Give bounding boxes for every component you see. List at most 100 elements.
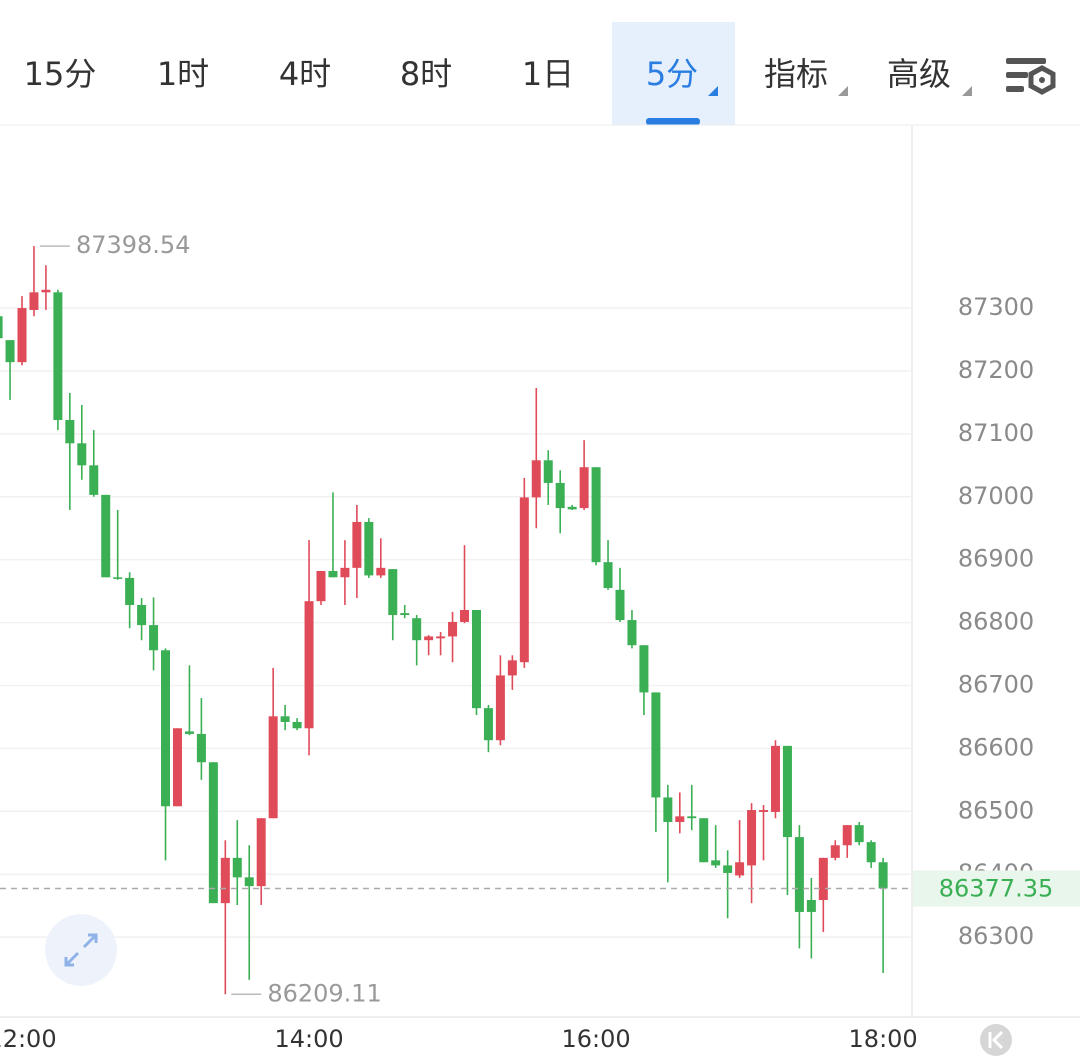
y-tick-label: 86900 xyxy=(958,545,1034,573)
candle-body xyxy=(352,521,362,568)
y-tick-label: 86600 xyxy=(958,733,1034,761)
candle-body xyxy=(794,837,804,912)
candle-body xyxy=(232,857,242,878)
candle-body xyxy=(878,862,888,889)
candle-body xyxy=(519,497,529,663)
settings-icon[interactable] xyxy=(1006,58,1056,95)
candle-body xyxy=(125,577,135,605)
candle-body xyxy=(747,810,757,866)
candle-body xyxy=(17,308,27,363)
candle-body xyxy=(663,797,673,822)
y-tick-label: 86700 xyxy=(958,670,1034,698)
candle-body xyxy=(172,728,182,807)
tab[interactable]: 高级 xyxy=(887,55,951,93)
candle-body xyxy=(675,816,685,822)
candle-body xyxy=(340,567,350,578)
candle-body xyxy=(555,482,565,509)
candle-body xyxy=(854,825,864,843)
active-tab-bg xyxy=(612,22,735,125)
y-tick-label: 87300 xyxy=(958,293,1034,321)
last-price-label: 86377.35 xyxy=(939,874,1054,902)
candle-body xyxy=(149,625,159,651)
candle-body xyxy=(101,494,111,578)
tab[interactable]: 4时 xyxy=(279,55,331,93)
tab[interactable]: 8时 xyxy=(400,55,452,93)
candle-body xyxy=(208,762,218,904)
candle-body xyxy=(113,577,123,579)
candle-body xyxy=(770,745,780,812)
candle-body xyxy=(460,610,470,622)
candle-body xyxy=(687,816,697,819)
tab[interactable]: 5分 xyxy=(646,55,698,93)
candle-body xyxy=(448,621,458,637)
candle-body xyxy=(268,716,278,819)
candle-body xyxy=(782,745,792,838)
y-tick-label: 87000 xyxy=(958,482,1034,510)
candle-body xyxy=(196,733,206,763)
candle-body xyxy=(424,636,434,641)
tab[interactable]: 1时 xyxy=(157,55,209,93)
candle-body xyxy=(495,675,505,741)
candle-body xyxy=(543,460,553,483)
candle-body xyxy=(531,460,541,498)
candle-body xyxy=(627,620,637,646)
candle-body xyxy=(0,316,3,339)
x-tick-label: 16:00 xyxy=(561,1025,630,1053)
candle-body xyxy=(759,810,769,812)
candle-body xyxy=(5,340,15,363)
candle-body xyxy=(376,567,386,576)
candle-body xyxy=(328,571,338,578)
dropdown-caret xyxy=(838,86,848,96)
candle-body xyxy=(161,650,171,807)
dropdown-caret xyxy=(962,86,972,96)
candle-body xyxy=(304,601,314,729)
extreme-label: 86209.11 xyxy=(267,979,382,1007)
fullscreen-button[interactable] xyxy=(45,914,117,986)
tab[interactable]: 指标 xyxy=(764,55,828,93)
candle-body xyxy=(400,613,410,616)
tab[interactable]: 1日 xyxy=(522,55,574,93)
candle-body xyxy=(579,467,589,509)
candle-body xyxy=(53,292,63,421)
candle-body xyxy=(639,645,649,693)
candle-body xyxy=(615,589,625,621)
candle-body xyxy=(711,860,721,866)
candle-body xyxy=(220,857,230,904)
candle-body xyxy=(244,877,254,887)
y-tick-label: 86500 xyxy=(958,796,1034,824)
candle-body xyxy=(256,818,266,887)
candle-body xyxy=(507,660,517,676)
x-tick-label: 14:00 xyxy=(274,1025,343,1053)
x-tick-label: 18:00 xyxy=(849,1025,918,1053)
candle-body xyxy=(567,506,577,510)
candle-body xyxy=(77,443,87,466)
candle-body xyxy=(591,467,601,563)
candle-body xyxy=(471,610,481,709)
y-tick-label: 86300 xyxy=(958,922,1034,950)
candle-body xyxy=(137,604,147,626)
candle-body xyxy=(65,420,75,444)
candle-body xyxy=(603,562,613,588)
candle-body xyxy=(723,865,733,873)
extreme-label: 87398.54 xyxy=(76,231,191,259)
candle-body xyxy=(651,692,661,798)
candle-body xyxy=(866,842,876,863)
candle-body xyxy=(412,618,422,641)
candle-body xyxy=(280,716,290,722)
active-tab-indicator xyxy=(646,118,700,125)
x-tick-label: 12:00 xyxy=(0,1025,57,1053)
candle-body xyxy=(483,708,493,741)
candle-body xyxy=(41,289,51,293)
candle-body xyxy=(316,571,326,602)
tab[interactable]: 15分 xyxy=(24,55,97,93)
candle-body xyxy=(89,465,99,495)
candle-body xyxy=(735,862,745,876)
candle-body xyxy=(699,818,709,863)
y-tick-label: 86800 xyxy=(958,608,1034,636)
candle-body xyxy=(388,569,398,616)
candle-body xyxy=(29,292,39,310)
candle-body xyxy=(830,845,840,858)
fullscreen-icon xyxy=(64,933,98,967)
